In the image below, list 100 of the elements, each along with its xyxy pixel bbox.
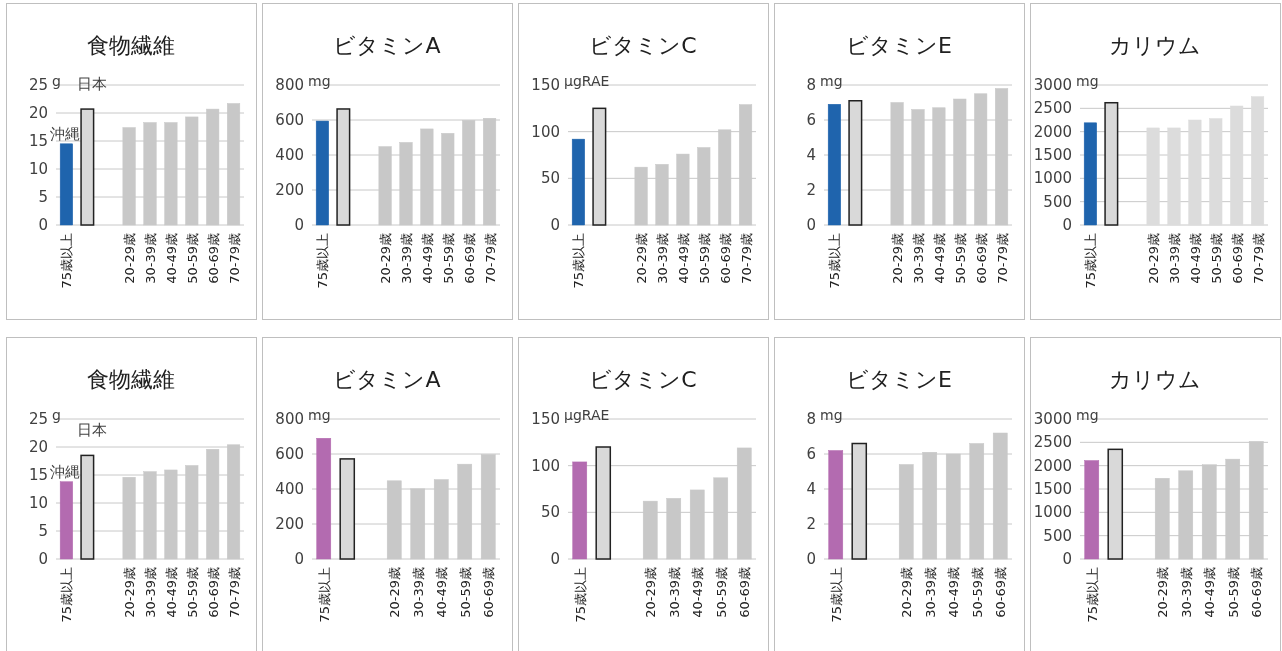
y-axis-title: g — [52, 407, 61, 423]
bar — [1209, 118, 1223, 226]
y-tick-label: 25 — [28, 410, 48, 428]
bar — [571, 138, 585, 226]
x-tick-label: 75歳以上 — [572, 567, 588, 623]
y-tick-label: 0 — [1062, 216, 1072, 234]
x-tick-label: 20-29歳 — [387, 567, 403, 618]
x-tick-label: 70-79歳 — [738, 233, 754, 284]
x-tick-label: 50-59歳 — [696, 233, 712, 284]
x-tick-label: 20-29歳 — [634, 233, 650, 284]
x-tick-label: 75歳以上 — [571, 233, 587, 289]
y-axis-title: mg — [1076, 73, 1099, 89]
y-tick-label: 200 — [275, 181, 304, 199]
y-tick-label: 2000 — [1033, 122, 1072, 141]
x-tick-label: 40-49歳 — [163, 233, 179, 284]
y-tick-label: 150 — [531, 410, 560, 428]
y-axis-title: g — [52, 73, 61, 89]
chart-title: カリウム — [1109, 33, 1201, 58]
y-tick-label: 0 — [38, 216, 48, 234]
x-tick-label: 70-79歳 — [226, 567, 242, 618]
x-tick-label: 75歳以上 — [59, 233, 75, 289]
x-tick-label: 20-29歳 — [1155, 567, 1171, 618]
y-tick-label: 0 — [38, 550, 48, 568]
bar — [80, 454, 95, 560]
x-tick-label: 60-69歳 — [461, 233, 477, 284]
y-axis-title: mg — [308, 73, 331, 89]
bar — [316, 438, 332, 560]
x-tick-label: 60-69歳 — [205, 567, 221, 618]
x-tick-label: 60-69歳 — [717, 233, 733, 284]
series-label: 沖縄 — [50, 124, 81, 143]
y-tick-label: 10 — [28, 160, 48, 178]
x-tick-label: 30-39歳 — [399, 233, 414, 284]
x-tick-label: 50-59歳 — [1208, 233, 1224, 284]
y-tick-label: 4 — [806, 146, 816, 164]
x-tick-label: 40-49歳 — [946, 567, 962, 618]
y-tick-label: 100 — [531, 122, 560, 141]
x-tick-label: 30-39歳 — [1178, 567, 1194, 618]
y-tick-label: 1000 — [1033, 503, 1072, 522]
y-tick-label: 0 — [294, 550, 304, 568]
chart-title: ビタミンA — [333, 367, 441, 392]
x-tick-label: 40-49歳 — [690, 567, 706, 618]
y-tick-label: 1500 — [1033, 146, 1072, 164]
bar — [1146, 127, 1160, 226]
y-tick-label: 100 — [531, 456, 560, 475]
x-tick-label: 70-79歳 — [1250, 233, 1266, 284]
x-tick-label: 20-29歳 — [122, 233, 138, 284]
x-tick-label: 30-39歳 — [143, 233, 158, 284]
x-tick-label: 70-79歳 — [994, 233, 1010, 284]
x-tick-label: 50-59歳 — [713, 567, 729, 618]
bar — [851, 442, 868, 560]
x-tick-label: 50-59歳 — [184, 233, 200, 284]
x-tick-label: 30-39歳 — [143, 567, 158, 618]
bar — [595, 446, 612, 560]
y-tick-label: 8 — [806, 410, 816, 428]
bar — [339, 458, 356, 560]
x-tick-label: 75歳以上 — [316, 567, 332, 623]
y-tick-label: 0 — [806, 216, 816, 234]
y-tick-label: 400 — [275, 146, 304, 164]
x-tick-label: 60-69歳 — [973, 233, 989, 284]
x-tick-label: 60-69歳 — [481, 567, 497, 618]
y-tick-label: 15 — [28, 466, 48, 484]
x-tick-label: 30-39歳 — [911, 233, 926, 284]
bar — [572, 461, 588, 560]
bar — [1084, 460, 1100, 560]
y-tick-label: 50 — [540, 169, 560, 188]
x-tick-label: 75歳以上 — [1083, 233, 1099, 289]
y-tick-label: 500 — [1043, 526, 1072, 545]
x-tick-label: 30-39歳 — [655, 233, 670, 284]
x-tick-label: 20-29歳 — [378, 233, 394, 284]
y-axis-title: mg — [1076, 407, 1099, 423]
y-tick-label: 15 — [28, 132, 48, 150]
x-tick-label: 50-59歳 — [440, 233, 456, 284]
chart-title: ビタミンE — [846, 367, 952, 392]
y-tick-label: 8 — [806, 76, 816, 94]
y-tick-label: 0 — [294, 216, 304, 234]
y-tick-label: 5 — [38, 522, 48, 540]
y-tick-label: 2500 — [1033, 433, 1072, 452]
x-tick-label: 40-49歳 — [1187, 233, 1203, 284]
x-tick-label: 20-29歳 — [1146, 233, 1162, 284]
x-tick-label: 50-59歳 — [1225, 567, 1241, 618]
x-tick-label: 70-79歳 — [226, 233, 242, 284]
x-tick-label: 75歳以上 — [827, 233, 843, 289]
bar — [1107, 448, 1124, 560]
bar — [848, 100, 863, 226]
chart-title: ビタミンC — [589, 367, 697, 392]
bar — [1104, 101, 1119, 226]
y-tick-label: 20 — [28, 438, 48, 456]
x-tick-label: 75歳以上 — [315, 233, 331, 289]
bar — [80, 108, 95, 226]
x-tick-label: 70-79歳 — [482, 233, 498, 284]
y-tick-label: 6 — [806, 111, 816, 129]
y-tick-label: 0 — [550, 550, 560, 568]
x-tick-label: 30-39歳 — [666, 567, 682, 618]
y-tick-label: 1000 — [1033, 169, 1072, 188]
y-tick-label: 600 — [275, 445, 304, 463]
x-tick-label: 50-59歳 — [457, 567, 473, 618]
chart-title: カリウム — [1109, 367, 1201, 392]
x-tick-label: 30-39歳 — [410, 567, 426, 618]
x-tick-label: 40-49歳 — [1202, 567, 1218, 618]
y-tick-label: 6 — [806, 445, 816, 463]
